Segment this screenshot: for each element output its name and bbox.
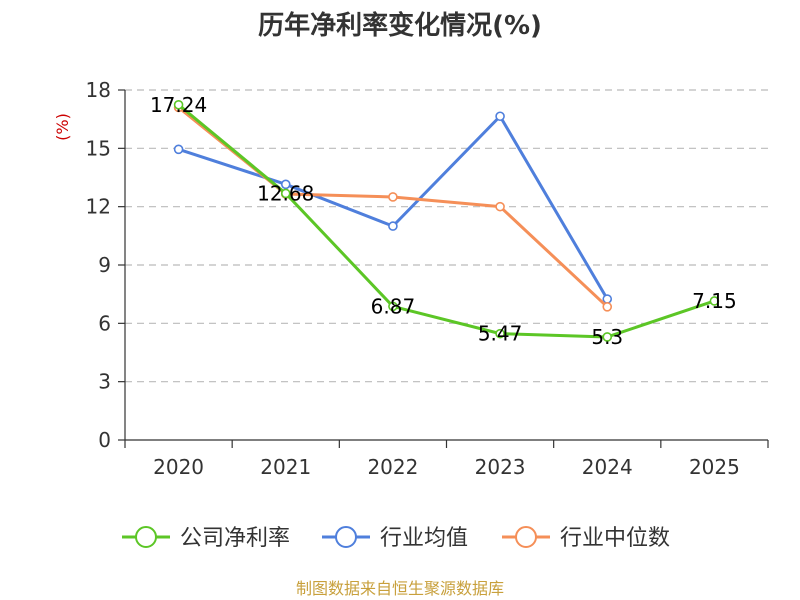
x-tick-label-2022: 2022	[367, 455, 418, 479]
legend-label-0: 公司净利率	[180, 526, 290, 551]
series-2-point-2023	[495, 201, 505, 212]
data-label-2020: 17.24	[150, 93, 207, 117]
y-axis-unit: (%)	[53, 113, 72, 141]
legend-marker-2	[515, 526, 537, 548]
series-0-point-2020	[173, 99, 184, 110]
series-1-point-2021	[280, 179, 291, 190]
x-tick-label-2020: 2020	[153, 455, 204, 479]
legend-label-2: 行业中位数	[560, 526, 670, 551]
legend: 公司净利率 行业均值 行业中位数	[122, 526, 670, 551]
y-tick-label-12: 12	[86, 195, 111, 219]
data-label-2023: 5.47	[478, 322, 523, 346]
y-tick-label-6: 6	[98, 311, 111, 335]
series-group	[173, 99, 720, 342]
series-2-point-2022	[388, 192, 398, 202]
x-tick-label-2024: 2024	[582, 455, 633, 479]
source-note: 制图数据来自恒生聚源数据库	[296, 579, 504, 598]
data-label-2024: 5.3	[591, 325, 623, 349]
x-tick-label-2023: 2023	[475, 455, 526, 479]
series-1-point-2020	[173, 144, 184, 155]
series-line-1	[178, 114, 609, 300]
y-tick-label-18: 18	[86, 78, 111, 102]
data-label-2021: 12.68	[257, 181, 314, 205]
y-tick-label-0: 0	[98, 428, 111, 452]
axes: 0 3 6 9 12 15 18 2020 2021 2022 2023 2024 2025	[86, 78, 769, 479]
data-label-2025: 7.15	[692, 289, 737, 313]
series-0-point-2023	[495, 328, 505, 339]
series-0-point-2025	[709, 296, 720, 306]
data-labels: 17.24 12.68 6.87 5.47 5.3 7.15	[150, 93, 737, 349]
series-0-point-2024	[602, 332, 613, 342]
x-tick-label-2025: 2025	[689, 455, 740, 479]
series-1-point-2024	[602, 294, 613, 304]
y-tick-label-15: 15	[86, 136, 111, 160]
chart-title: 历年净利率变化情况(%)	[258, 10, 542, 41]
legend-marker-0	[135, 526, 157, 548]
series-0-point-2022	[388, 301, 398, 312]
series-2-point-2024	[602, 302, 613, 312]
series-1-point-2022	[388, 221, 398, 231]
series-1-point-2023	[495, 111, 505, 122]
y-tick-label-3: 3	[98, 370, 111, 394]
grid-lines	[125, 89, 768, 383]
legend-marker-1	[335, 526, 357, 548]
series-0-point-2021	[280, 188, 291, 199]
series-line-0	[177, 103, 715, 339]
legend-label-1: 行业均值	[380, 526, 468, 551]
data-label-2022: 6.87	[371, 294, 416, 318]
y-tick-label-9: 9	[98, 253, 111, 277]
x-tick-label-2021: 2021	[260, 455, 311, 479]
